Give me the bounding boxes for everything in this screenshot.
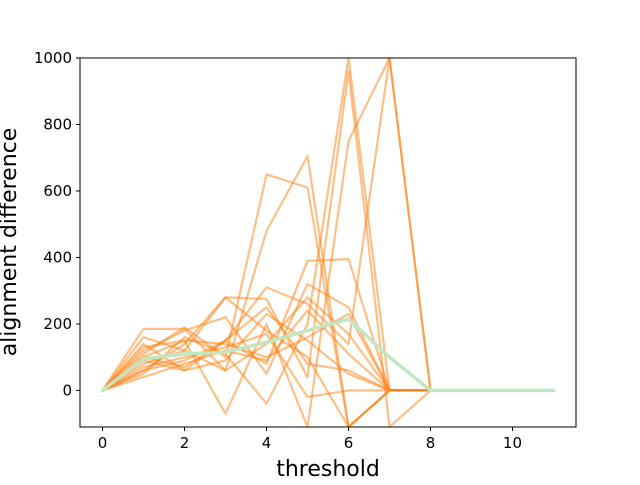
x-tick-label: 2 [180, 434, 190, 452]
x-tick-label: 6 [344, 434, 354, 452]
x-axis-label: threshold [276, 457, 380, 480]
run-line-7 [101, 58, 555, 427]
run-line-9 [101, 283, 555, 392]
y-tick-label: 400 [43, 248, 72, 266]
plot-frame [79, 57, 577, 428]
y-tick-label: 600 [43, 182, 72, 200]
x-tick-label: 0 [98, 434, 108, 452]
y-axis-label: alignment difference [0, 128, 22, 357]
y-tick-label: 0 [62, 381, 72, 399]
tick-layer: 0 2 4 6 8 10 0 200 400 600 800 1000 [34, 49, 522, 452]
mean-line [100, 317, 556, 393]
x-tick-label: 4 [262, 434, 272, 452]
y-tick-label: 800 [43, 115, 72, 133]
run-line-5 [101, 70, 555, 427]
series-layer [100, 58, 556, 427]
y-tick-label: 200 [43, 315, 72, 333]
x-tick-label: 8 [426, 434, 436, 452]
y-tick-label: 1000 [34, 49, 72, 67]
x-tick-label: 10 [503, 434, 522, 452]
